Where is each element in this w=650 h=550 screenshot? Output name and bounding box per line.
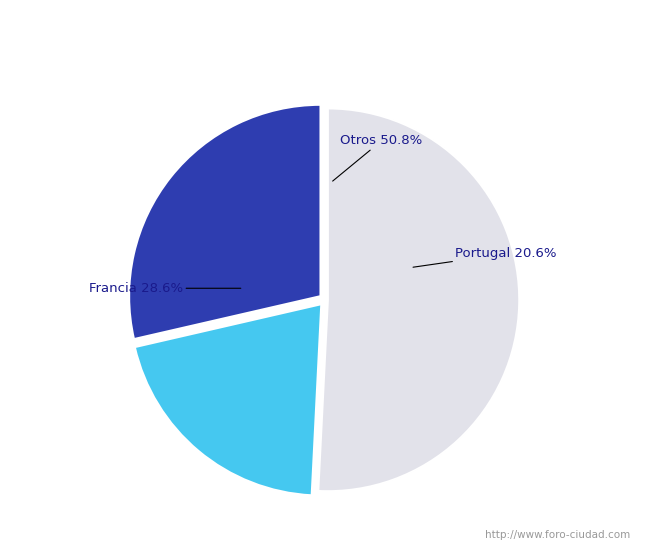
Text: Santa Elena de Jamuz - Turistas extranjeros según país - Agosto de 2024: Santa Elena de Jamuz - Turistas extranje… xyxy=(58,18,592,34)
Text: Otros 50.8%: Otros 50.8% xyxy=(333,134,422,181)
Wedge shape xyxy=(135,304,321,496)
Wedge shape xyxy=(129,104,320,339)
Text: Francia 28.6%: Francia 28.6% xyxy=(89,282,240,295)
Wedge shape xyxy=(318,108,519,491)
Text: Portugal 20.6%: Portugal 20.6% xyxy=(413,248,556,267)
Text: http://www.foro-ciudad.com: http://www.foro-ciudad.com xyxy=(486,530,630,540)
